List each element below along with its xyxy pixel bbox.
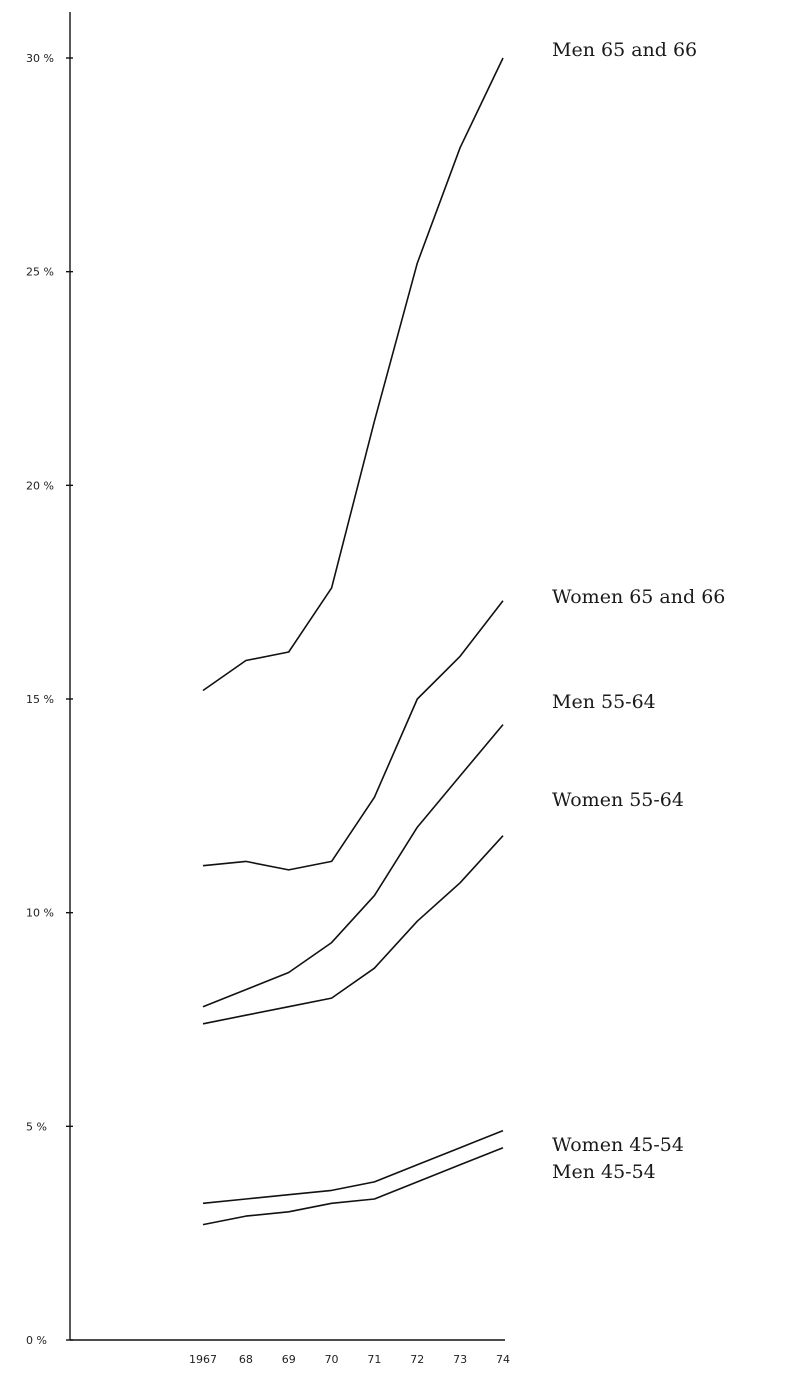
series-line (202, 57, 504, 692)
x-tick-label: 70 (325, 1353, 339, 1366)
series-labels: Men 65 and 66 Women 65 and 66 Men 55-64 Wom… (552, 39, 725, 1183)
series-line (202, 724, 504, 1008)
series-label: Men 65 and 66 (552, 39, 697, 61)
series-line (202, 600, 504, 871)
x-tick-label: 68 (239, 1353, 253, 1366)
x-tick-label: 73 (453, 1353, 467, 1366)
series-label: Women 55-64 (552, 789, 684, 811)
series-line (202, 1129, 504, 1205)
x-tick-label: 69 (282, 1353, 296, 1366)
y-tick-label: 0 % (26, 1334, 47, 1347)
x-tick-label: 72 (410, 1353, 424, 1366)
series-label: Women 45-54 (552, 1134, 684, 1156)
x-tick-label: 74 (496, 1353, 510, 1366)
y-tick-label: 5 % (26, 1120, 47, 1133)
x-axis-ticks: 1967 68 69 70 71 72 73 74 (189, 1353, 510, 1366)
series-line (202, 1146, 504, 1226)
series-label: Men 45-54 (552, 1161, 656, 1183)
series-label: Women 65 and 66 (552, 586, 725, 608)
series-group (202, 57, 504, 1226)
series-label: Men 55-64 (552, 691, 656, 713)
x-tick-label: 1967 (189, 1353, 217, 1366)
y-tick-label: 20 % (26, 479, 54, 492)
series-line (202, 835, 504, 1025)
y-axis-ticks: 0 % 5 % 10 % 15 % 20 % 25 % 30 % (26, 52, 73, 1347)
x-tick-label: 71 (367, 1353, 381, 1366)
y-tick-label: 15 % (26, 693, 54, 706)
y-tick-label: 30 % (26, 52, 54, 65)
chart-axes (69, 12, 505, 1341)
y-tick-label: 25 % (26, 266, 54, 279)
y-tick-label: 10 % (26, 907, 54, 920)
